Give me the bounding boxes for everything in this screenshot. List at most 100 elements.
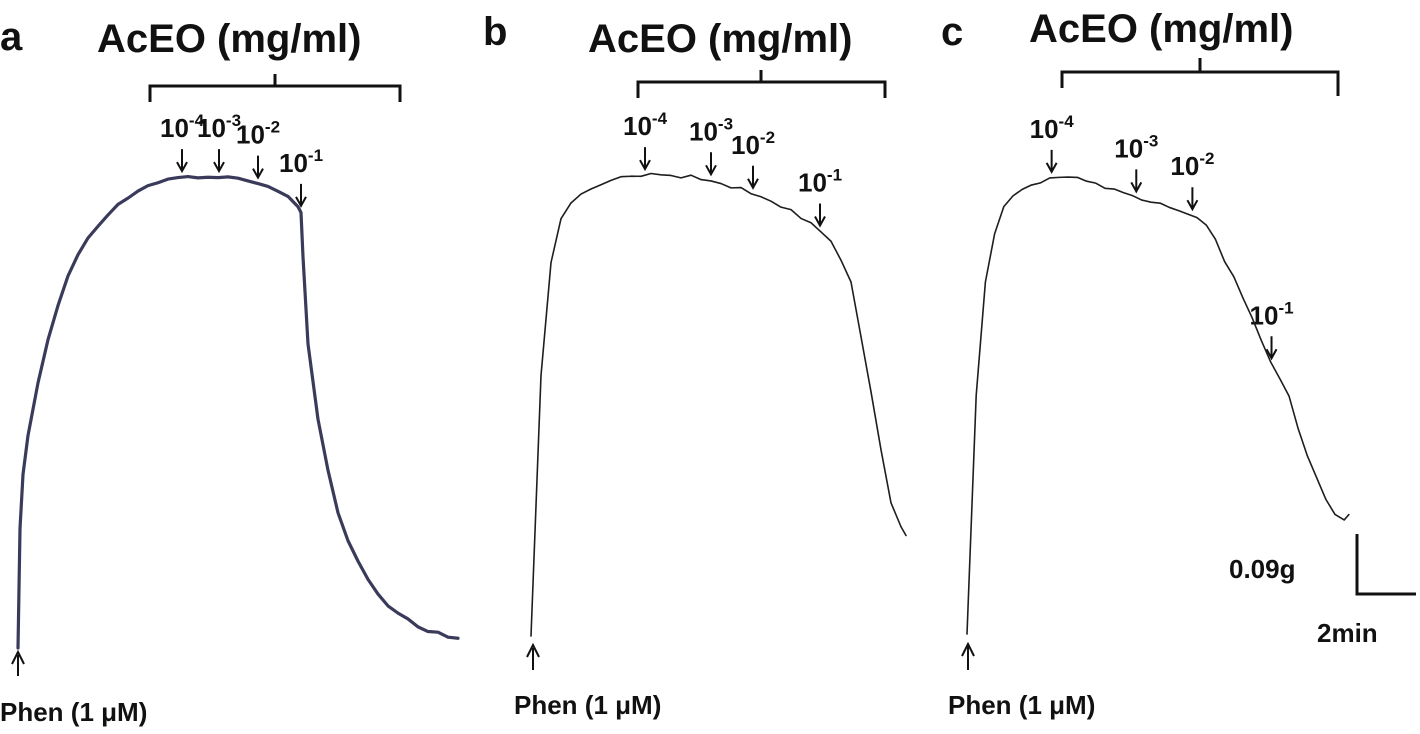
panel-b-trace-point: [850, 281, 852, 283]
panel-c-phen-arrow: [961, 641, 975, 670]
panel-a-trace-point: [87, 237, 89, 239]
panel-a-phen-arrow: [11, 649, 25, 676]
panel-b-trace: [530, 172, 907, 637]
panel-c-trace-point: [994, 233, 996, 235]
panel-a-trace-point: [217, 176, 219, 179]
concentration-base: 10: [279, 148, 308, 178]
panel-b-trace-point: [570, 202, 572, 204]
panel-a-trace-point: [67, 275, 69, 277]
panel-a-trace-point: [437, 631, 439, 633]
panel-a-trace-point: [57, 304, 59, 307]
panel-c-concentration-arrow: [1265, 336, 1278, 361]
panel-c-trace-point: [1049, 177, 1051, 179]
panel-c-trace-point: [1159, 202, 1161, 204]
panel-b-bracket: [636, 70, 887, 98]
panel-a-trace-point: [157, 182, 159, 184]
panel-c-trace-point: [1224, 260, 1226, 263]
panel-c-trace-point: [1040, 182, 1042, 184]
panel-b-trace-point: [630, 175, 632, 177]
panel-b-concentration-markers: 10-4 10-310-210-1: [623, 109, 842, 228]
panel-a-trace-point: [287, 195, 289, 198]
panel-b-trace-point: [660, 174, 662, 176]
panel-a-trace-point: [117, 203, 119, 205]
panel-a-trace-point: [147, 185, 149, 187]
panel-a-title: AcEO (mg/ml): [97, 17, 361, 61]
panel-c-trace-point: [966, 633, 968, 635]
panel-b-trace-point: [700, 178, 702, 181]
concentration-exponent: -3: [226, 111, 241, 130]
panel-a-concentration-arrow: [176, 149, 188, 174]
panel-a-trace-point: [307, 343, 309, 345]
panel-c-trace-point: [1012, 195, 1014, 197]
panel-c-trace-point: [1306, 455, 1308, 457]
panel-b-trace-point: [730, 187, 732, 189]
concentration-base: 10: [1170, 151, 1199, 181]
panel-b-trace-point: [620, 176, 622, 178]
panel-c-trace-point: [1297, 428, 1299, 430]
panel-c-trace-point: [1095, 182, 1097, 184]
panel-c-trace-point: [1003, 206, 1005, 208]
panel-b-trace-point: [770, 200, 772, 202]
panel-b-phen-label: Phen (1 μM): [514, 690, 661, 720]
panel-b-trace-point: [870, 391, 872, 393]
panel-c-trace-point: [971, 514, 973, 516]
panel-c-trace-point: [1334, 513, 1336, 516]
panel-b-trace-point: [890, 502, 892, 504]
panel-b-trace-point: [800, 217, 802, 220]
panel-b-trace-point: [530, 635, 532, 637]
panel-c-phen-label: Phen (1 μM): [948, 690, 1095, 720]
panel-a-trace-line: [16, 174, 460, 650]
panel-c-trace-point: [1214, 238, 1216, 240]
panel-c-trace-point: [1196, 216, 1198, 219]
panel-c-bracket: [1060, 58, 1340, 96]
panel-c-trace-point: [1168, 206, 1170, 209]
concentration-exponent: -3: [1143, 131, 1158, 150]
panel-c-concentration-label: 10-2: [1170, 149, 1214, 181]
panel-b-trace-point: [550, 262, 552, 264]
panel-a-trace-point: [107, 214, 109, 216]
panel-b-trace-line: [530, 172, 907, 637]
panel-c-trace-point: [1316, 476, 1318, 479]
panel-a-trace-point: [427, 630, 429, 633]
panel-c-trace-point: [1251, 317, 1253, 319]
panel-a-trace-point: [207, 176, 209, 178]
panel-a-concentration-label: 10-4: [160, 111, 205, 143]
panel-a-trace-point: [277, 190, 279, 192]
panel-b-concentration-label: 10-3: [689, 114, 733, 146]
panel-b-trace-point: [680, 177, 682, 179]
panel-b-trace-point: [600, 184, 602, 186]
panel-c: c AcEO (mg/ml) 10-410-310-210-1 Phen (1 …: [941, 7, 1350, 720]
panel-c-trace-point: [984, 281, 987, 283]
concentration-base: 10: [197, 113, 226, 143]
panel-c-trace-point: [1030, 184, 1032, 186]
panel-c-concentration-label: 10-4: [1030, 112, 1075, 144]
scale-bar: 0.09g 2min: [1229, 534, 1416, 648]
panel-a-trace-point: [22, 473, 24, 475]
concentration-base: 10: [731, 130, 760, 160]
concentration-base: 10: [236, 120, 265, 150]
panel-a-trace-point: [177, 176, 179, 179]
panel-b-trace-point: [540, 375, 542, 377]
panel-c-trace-point: [1233, 276, 1235, 278]
panel-a-trace-point: [127, 197, 129, 199]
panel-a-trace-point: [237, 177, 239, 179]
panel-c-concentration-markers: 10-410-310-210-1: [1030, 112, 1294, 361]
panel-c-title: AcEO (mg/ml): [1029, 7, 1293, 51]
panel-a-concentration-arrow: [295, 183, 307, 208]
panel-c-trace-point: [1086, 180, 1088, 182]
panel-b: b AcEO (mg/ml) 10-4 10-310-210-1 Phen (1 …: [483, 10, 907, 720]
concentration-exponent: -1: [308, 146, 323, 165]
panel-c-concentration-arrow: [1045, 149, 1058, 174]
panel-b-trace-point: [840, 259, 842, 261]
panel-b-concentration-label: 10-4: [623, 109, 668, 141]
panel-c-trace-point: [1187, 213, 1189, 215]
panel-a-trace-point: [267, 185, 269, 188]
panel-c-trace-point: [1104, 187, 1106, 189]
panel-b-concentration-arrow: [814, 203, 826, 228]
panel-a-trace-point: [347, 540, 349, 542]
panel-a-trace-point: [187, 175, 189, 178]
panel-c-trace-point: [1270, 361, 1272, 363]
panel-a-concentration-markers: 10-410-310-210-1: [160, 111, 323, 208]
panel-c-trace-point: [1122, 191, 1124, 194]
panel-a-trace-point: [387, 605, 389, 607]
